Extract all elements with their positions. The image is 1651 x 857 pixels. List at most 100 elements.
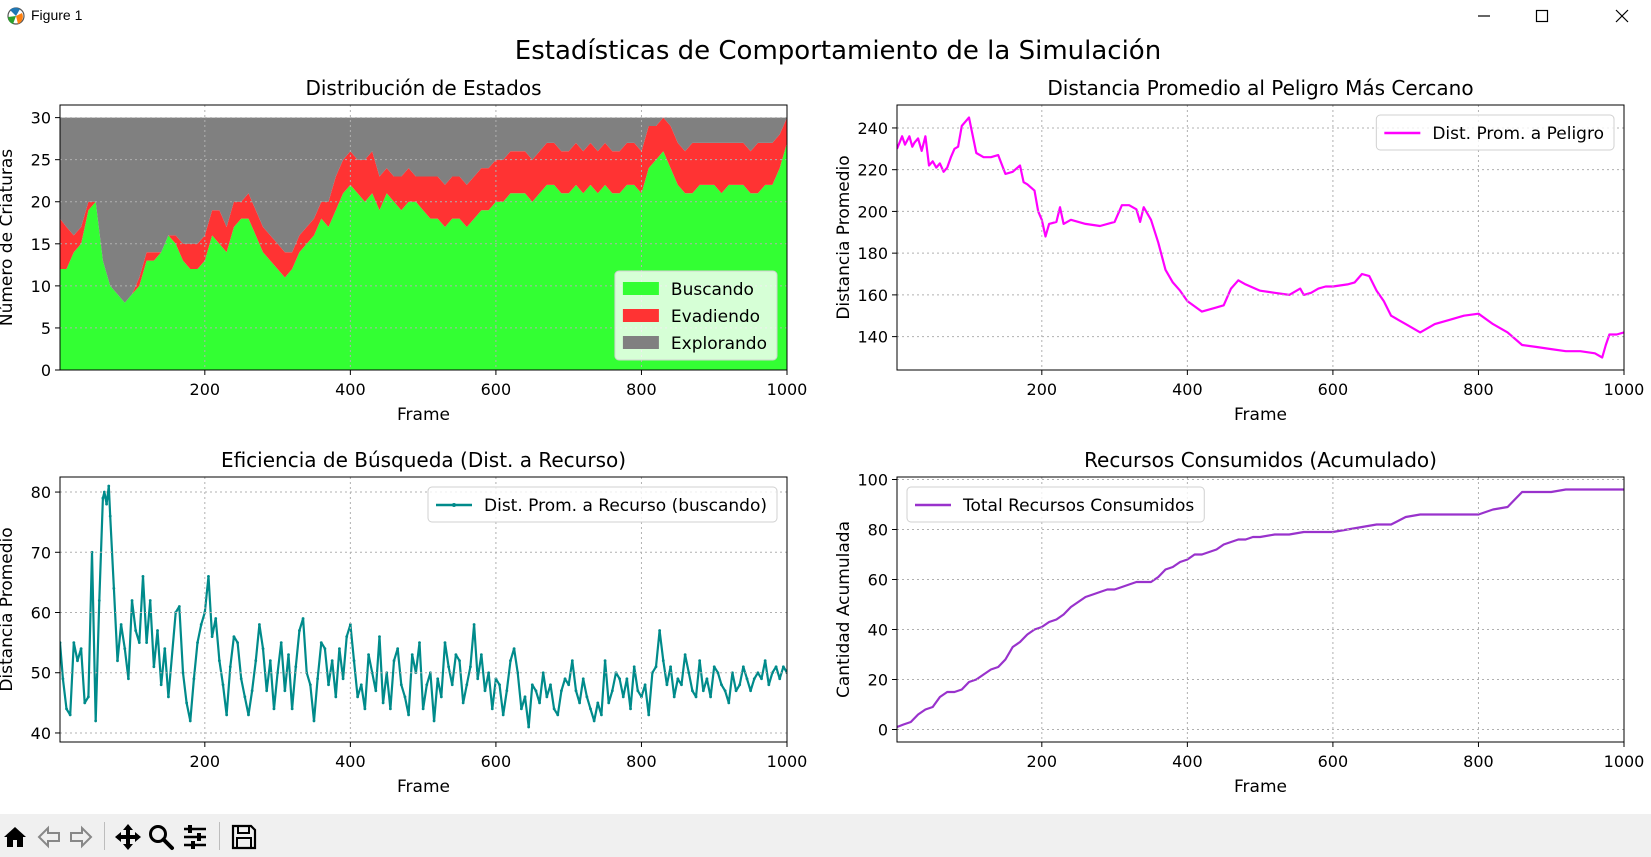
data-point — [228, 665, 232, 669]
save-button[interactable] — [229, 822, 259, 852]
data-point — [479, 653, 483, 657]
data-point — [79, 647, 83, 651]
x-axis-label: Frame — [397, 405, 450, 425]
data-point — [298, 629, 301, 632]
home-button[interactable] — [0, 822, 30, 852]
data-point — [672, 695, 676, 699]
data-point — [68, 713, 72, 717]
window-title: Figure 1 — [31, 7, 83, 23]
data-point — [250, 689, 254, 693]
back-button[interactable] — [34, 822, 64, 852]
zoom-icon — [149, 825, 174, 850]
chart-title: Distancia Promedio al Peligro Más Cercan… — [1047, 76, 1473, 100]
data-point — [469, 665, 472, 669]
maximize-icon — [1535, 9, 1549, 23]
data-point — [574, 689, 578, 693]
window-titlebar: Figure 1 — [0, 0, 1651, 32]
pan-icon — [115, 824, 141, 850]
data-point — [392, 659, 396, 663]
data-point — [567, 683, 571, 687]
legend-swatch — [622, 282, 659, 295]
data-point — [134, 629, 138, 632]
data-point — [254, 659, 258, 663]
chart-recurso: Eficiencia de Búsqueda (Dist. a Recurso)… — [0, 448, 807, 797]
data-point — [465, 683, 469, 687]
data-point — [716, 671, 720, 675]
data-point — [516, 671, 520, 675]
data-point — [709, 695, 712, 699]
data-point — [283, 689, 287, 693]
data-point — [665, 683, 669, 687]
plot-area — [897, 488, 1624, 729]
data-point — [356, 695, 360, 699]
legend-swatch — [622, 309, 659, 322]
home-icon — [4, 827, 26, 847]
data-point — [519, 707, 523, 711]
x-tick-label: 600 — [1318, 752, 1349, 771]
data-point — [276, 671, 279, 675]
data-point — [330, 659, 334, 663]
legend: Dist. Prom. a Peligro — [1375, 114, 1615, 151]
data-point — [265, 689, 269, 693]
close-button[interactable] — [1593, 0, 1651, 32]
data-point — [381, 701, 385, 705]
data-point — [425, 683, 429, 687]
pan-button[interactable] — [113, 822, 143, 852]
configure-subplots-button[interactable] — [180, 822, 210, 852]
chart-title: Distribución de Estados — [305, 76, 541, 100]
data-point — [603, 659, 607, 663]
y-tick-label: 20 — [31, 193, 51, 212]
data-point — [214, 617, 218, 620]
data-point — [618, 677, 622, 681]
minimize-button[interactable] — [1455, 0, 1513, 32]
x-tick-label: 400 — [1172, 752, 1203, 771]
data-point — [156, 629, 159, 632]
data-point — [308, 683, 312, 687]
data-point — [188, 719, 192, 723]
data-point — [119, 623, 123, 626]
y-tick-label: 25 — [31, 151, 51, 170]
x-tick-label: 200 — [1027, 752, 1058, 771]
data-point — [86, 695, 90, 699]
data-point — [287, 653, 290, 657]
data-point — [421, 707, 425, 711]
data-point — [403, 695, 407, 699]
data-point — [731, 671, 734, 675]
data-point — [432, 719, 436, 723]
data-point — [763, 659, 767, 663]
data-point — [101, 496, 105, 500]
data-point — [378, 635, 381, 639]
chart-estados: Distribución de Estados Frame Número de Cr… — [0, 76, 807, 425]
data-point — [509, 659, 512, 663]
toolbar-separator — [219, 822, 220, 850]
data-point — [370, 671, 374, 675]
legend-label: Total Recursos Consumidos — [962, 496, 1194, 516]
data-point — [636, 689, 640, 693]
data-point — [694, 695, 698, 699]
data-point — [690, 689, 694, 693]
data-point — [490, 707, 494, 711]
zoom-button[interactable] — [146, 822, 176, 852]
data-point — [552, 707, 556, 711]
data-point — [760, 677, 763, 681]
data-point — [247, 713, 250, 717]
data-point — [698, 659, 702, 663]
data-point — [450, 683, 454, 687]
data-point — [207, 574, 210, 578]
data-point — [661, 659, 665, 663]
maximize-button[interactable] — [1513, 0, 1571, 32]
data-point — [192, 677, 196, 681]
data-point — [334, 695, 338, 699]
data-point — [374, 689, 378, 693]
legend-label: Explorando — [671, 334, 767, 354]
x-tick-label: 600 — [481, 380, 512, 399]
line-series — [897, 488, 1624, 729]
data-point — [316, 677, 320, 681]
data-point — [738, 683, 742, 687]
data-point — [90, 550, 94, 554]
data-point — [399, 683, 403, 687]
forward-button[interactable] — [66, 822, 96, 852]
x-tick-label: 800 — [626, 380, 657, 399]
close-icon — [1615, 9, 1629, 23]
data-point — [581, 677, 585, 681]
